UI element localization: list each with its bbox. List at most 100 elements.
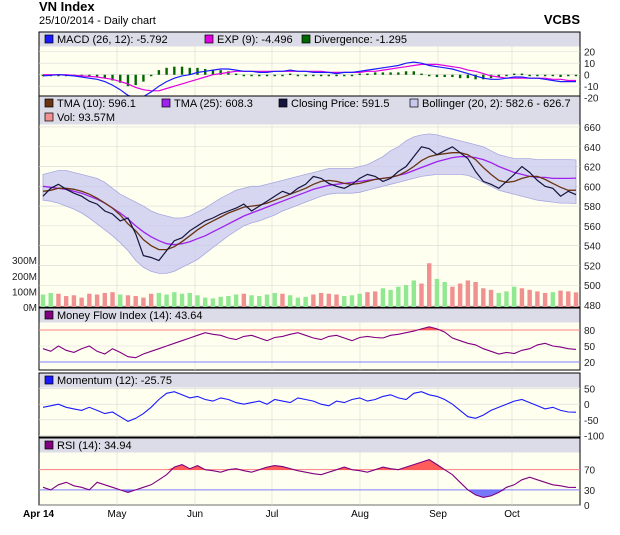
volume-tick-label: 300M (12, 256, 37, 267)
legend-label: EXP (9): -4.496 (217, 34, 293, 46)
y-tick-label: 520 (584, 261, 601, 272)
legend-bar (39, 373, 580, 388)
volume-bar (396, 286, 401, 307)
brand-label: VCBS (544, 12, 580, 27)
volume-bar (79, 297, 84, 307)
y-tick-label: 30 (584, 486, 596, 497)
volume-bar (118, 294, 123, 307)
volume-bar (164, 294, 169, 307)
x-tick-sep: Sep (429, 509, 447, 520)
volume-bar (141, 297, 146, 307)
y-tick-label: 20 (584, 48, 596, 59)
divergence-bar (312, 74, 315, 77)
y-tick-label: -50 (584, 416, 599, 427)
legend-bar (39, 96, 580, 125)
divergence-bar (373, 72, 377, 75)
volume-bar (48, 292, 53, 307)
chart-subtitle: 25/10/2014 - Daily chart (39, 15, 156, 27)
volume-bar (388, 289, 393, 307)
volume-bar (303, 296, 308, 307)
y-tick-label: -10 (584, 82, 599, 93)
legend-label: Bollinger (20, 2): 582.6 - 626.7 (422, 98, 571, 110)
volume-bar (473, 282, 478, 307)
volume-bar (87, 293, 92, 307)
divergence-bar (111, 74, 114, 81)
legend-label: Momentum (12): -25.75 (57, 375, 172, 387)
volume-bar (535, 291, 540, 307)
volume-bar (210, 298, 216, 307)
divergence-bar (451, 74, 454, 78)
volume-bar (94, 294, 100, 307)
y-tick-label: -20 (584, 94, 599, 105)
divergence-bar (219, 70, 222, 75)
mfi-panel: 80 50 20 Money Flow Index (14): 43.64 (38, 307, 596, 371)
volume-bar (342, 296, 347, 307)
volume-bar (318, 292, 324, 307)
volume-bar (566, 291, 571, 307)
y-tick-label: 480 (584, 301, 601, 312)
divergence-bar (404, 71, 408, 75)
momentum-line (42, 391, 577, 423)
divergence-bar (134, 74, 137, 86)
legend-swatch (161, 98, 171, 108)
legend-swatch (44, 98, 54, 108)
divergence-bar (126, 74, 130, 87)
divergence-bar (528, 74, 531, 77)
divergence-bar (327, 74, 331, 77)
volume-bar (481, 288, 486, 307)
volume-bar (357, 293, 362, 307)
volume-bar (226, 296, 231, 307)
divergence-bar (281, 74, 284, 77)
divergence-bar (474, 74, 477, 80)
divergence-bar (397, 72, 400, 75)
y-tick-label: 580 (584, 202, 601, 213)
volume-bar (272, 292, 277, 307)
divergence-bar (180, 66, 184, 75)
divergence-bar (366, 73, 369, 76)
volume-bar (488, 289, 494, 307)
rsi-line (42, 458, 577, 498)
divergence-bar (173, 66, 176, 75)
legend-swatch (44, 310, 54, 320)
divergence-bar (559, 74, 562, 78)
divergence-bar (250, 74, 253, 77)
volume-bar (496, 292, 501, 307)
divergence-bar (505, 74, 508, 77)
volume-bar (203, 297, 208, 307)
volume-bar (287, 295, 293, 307)
y-tick-label: 0 (584, 71, 590, 82)
volume-bar (442, 282, 447, 307)
divergence-bar (149, 74, 153, 77)
divergence-bar (389, 72, 392, 75)
volume-bar (125, 295, 131, 307)
legend-swatch (204, 34, 214, 44)
divergence-bar (567, 74, 570, 77)
volume-bar (504, 291, 509, 307)
divergence-bar (358, 73, 361, 76)
legend-label: TMA (25): 608.3 (174, 98, 253, 110)
divergence-bar (57, 74, 60, 77)
divergence-bar (95, 74, 99, 78)
divergence-bar (142, 74, 145, 82)
legend-label: Divergence: -1.295 (314, 34, 407, 46)
divergence-bar (188, 67, 191, 75)
volume-bar (519, 288, 525, 307)
volume-bar (71, 295, 77, 307)
divergence-bar (350, 74, 354, 77)
volume-bar (187, 292, 192, 307)
legend-label: RSI (14): 34.94 (57, 440, 132, 452)
y-tick-label: 540 (584, 242, 601, 253)
volume-bar (419, 283, 424, 307)
divergence-bar (196, 67, 199, 75)
volume-tick-label: 100M (12, 287, 37, 298)
y-tick-label: 560 (584, 222, 601, 233)
volume-bar (558, 290, 563, 307)
volume-bar (63, 296, 69, 307)
y-tick-label: 600 (584, 182, 601, 193)
volume-bar (434, 278, 440, 307)
x-tick-apr: Apr 14 (23, 509, 55, 520)
divergence-bar (412, 71, 415, 75)
legend-swatch (409, 98, 419, 108)
